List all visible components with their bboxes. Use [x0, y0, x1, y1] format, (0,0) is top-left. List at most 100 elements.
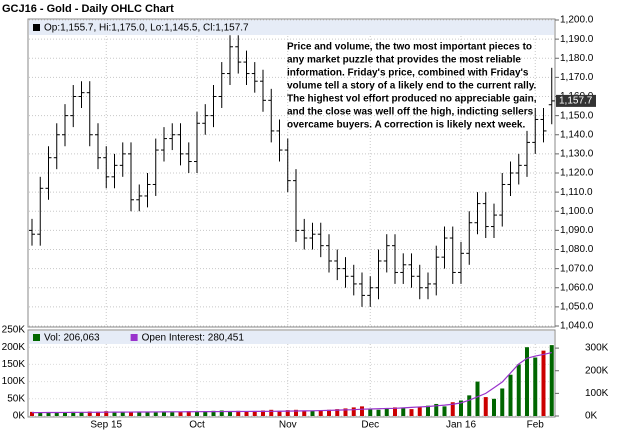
y-tick-label: 50K	[7, 393, 25, 404]
y-tick-label: 1,110.0	[560, 187, 593, 198]
y-tick-label: 150K	[2, 359, 26, 370]
y-tick-label: 1,100.0	[560, 206, 594, 217]
volume-bar	[277, 410, 282, 416]
x-tick-label: Nov	[279, 420, 297, 431]
volume-bar	[162, 411, 166, 416]
volume-bar	[475, 381, 480, 416]
y-tick-label: 1,070.0	[560, 263, 594, 274]
y-tick-label: 1,190.0	[560, 34, 594, 45]
volume-bar	[533, 357, 538, 416]
x-tick-label: Oct	[189, 420, 205, 431]
x-tick-label: Feb	[527, 420, 545, 431]
annotation: Price and volume, the two most important…	[287, 42, 532, 53]
legend-label: Vol: 206,063	[44, 333, 100, 344]
volume-bar	[376, 409, 381, 416]
volume-bar	[327, 409, 331, 416]
y-tick-label: 1,200.0	[560, 15, 594, 26]
y2-tick-label: 0K	[585, 411, 598, 422]
volume-bar	[549, 345, 554, 416]
volume-bar	[426, 405, 430, 416]
volume-bar	[71, 411, 76, 416]
volume-bar	[351, 407, 356, 416]
volume-bar	[145, 412, 150, 416]
volume-bar	[310, 410, 315, 416]
y-tick-label: 250K	[2, 325, 26, 336]
volume-bar	[442, 406, 447, 416]
volume-bar	[244, 411, 249, 416]
volume-bar	[508, 374, 513, 416]
annotation: and the close was well off the high, ind…	[287, 107, 534, 118]
volume-bar	[417, 407, 422, 416]
y-tick-label: 1,140.0	[560, 129, 594, 140]
y-tick-label: 1,040.0	[560, 321, 594, 332]
y-tick-label: 1,180.0	[560, 53, 594, 64]
y2-tick-label: 100K	[585, 388, 609, 399]
legend-label: Open Interest: 280,451	[142, 333, 245, 344]
y2-tick-label: 300K	[585, 343, 609, 354]
y-tick-label: 200K	[2, 342, 26, 353]
volume-bar	[63, 412, 67, 416]
volume-bar	[186, 411, 191, 416]
volume-bar	[129, 411, 133, 416]
volume-bar	[38, 412, 43, 416]
volume-bar	[516, 364, 521, 416]
annotation: any market puzzle that provides the most…	[287, 55, 521, 66]
volume-bar	[368, 409, 373, 416]
y-tick-label: 0K	[13, 411, 26, 422]
volume-legend-band	[29, 331, 554, 344]
volume-bar	[120, 412, 125, 416]
volume-bar	[153, 412, 158, 416]
volume-bar	[261, 410, 265, 416]
volume-bar	[302, 410, 307, 416]
annotation: overcame buyers. A correction is likely …	[287, 120, 525, 131]
last-price-label: 1,157.7	[559, 96, 593, 107]
volume-bar	[459, 400, 463, 416]
volume-bar	[384, 408, 389, 416]
volume-bar	[541, 350, 546, 416]
x-tick-label: Jan 16	[446, 420, 476, 431]
volume-bar	[318, 410, 323, 416]
y-tick-label: 100K	[2, 376, 26, 387]
volume-bar	[401, 407, 406, 416]
annotation: The highest vol effort produced no appre…	[287, 94, 537, 105]
open-interest-line	[31, 351, 552, 414]
volume-bar	[211, 410, 216, 416]
volume-bar	[112, 412, 117, 416]
volume-bar	[228, 411, 232, 416]
volume-bar	[203, 411, 208, 416]
volume-bar	[87, 411, 92, 416]
volume-bar	[30, 411, 34, 416]
x-tick-label: Sep 15	[90, 420, 122, 431]
volume-bar	[104, 411, 109, 416]
y-tick-label: 1,060.0	[560, 282, 594, 293]
volume-bar	[219, 410, 224, 416]
volume-bar	[96, 411, 100, 416]
y-tick-label: 1,080.0	[560, 244, 594, 255]
volume-bar	[79, 412, 84, 416]
volume-bar	[409, 409, 414, 416]
volume-panel	[27, 329, 556, 418]
volume-bar	[285, 410, 290, 416]
y-tick-label: 1,050.0	[560, 302, 594, 313]
volume-bar	[236, 410, 241, 416]
volume-bar	[137, 411, 142, 416]
chart-title: GCJ16 - Gold - Daily OHLC Chart	[2, 3, 174, 15]
volume-bar	[492, 398, 496, 416]
y-tick-label: 1,090.0	[560, 225, 594, 236]
volume-bar	[360, 406, 364, 416]
volume-bar	[252, 411, 257, 416]
y-tick-label: 1,130.0	[560, 149, 594, 160]
annotation: information. Friday's price, combined wi…	[287, 68, 529, 79]
annotation: volume tell a story of a likely end to t…	[287, 81, 537, 92]
volume-bar	[269, 409, 274, 416]
y2-tick-label: 200K	[585, 365, 609, 376]
volume-bar	[46, 412, 51, 416]
volume-bar	[178, 411, 183, 416]
volume-bar	[393, 407, 397, 416]
volume-bar	[335, 409, 340, 416]
volume-bar	[467, 395, 472, 416]
volume-bar	[483, 397, 488, 416]
y-tick-label: 1,150.0	[560, 110, 594, 121]
volume-bar	[170, 412, 175, 416]
